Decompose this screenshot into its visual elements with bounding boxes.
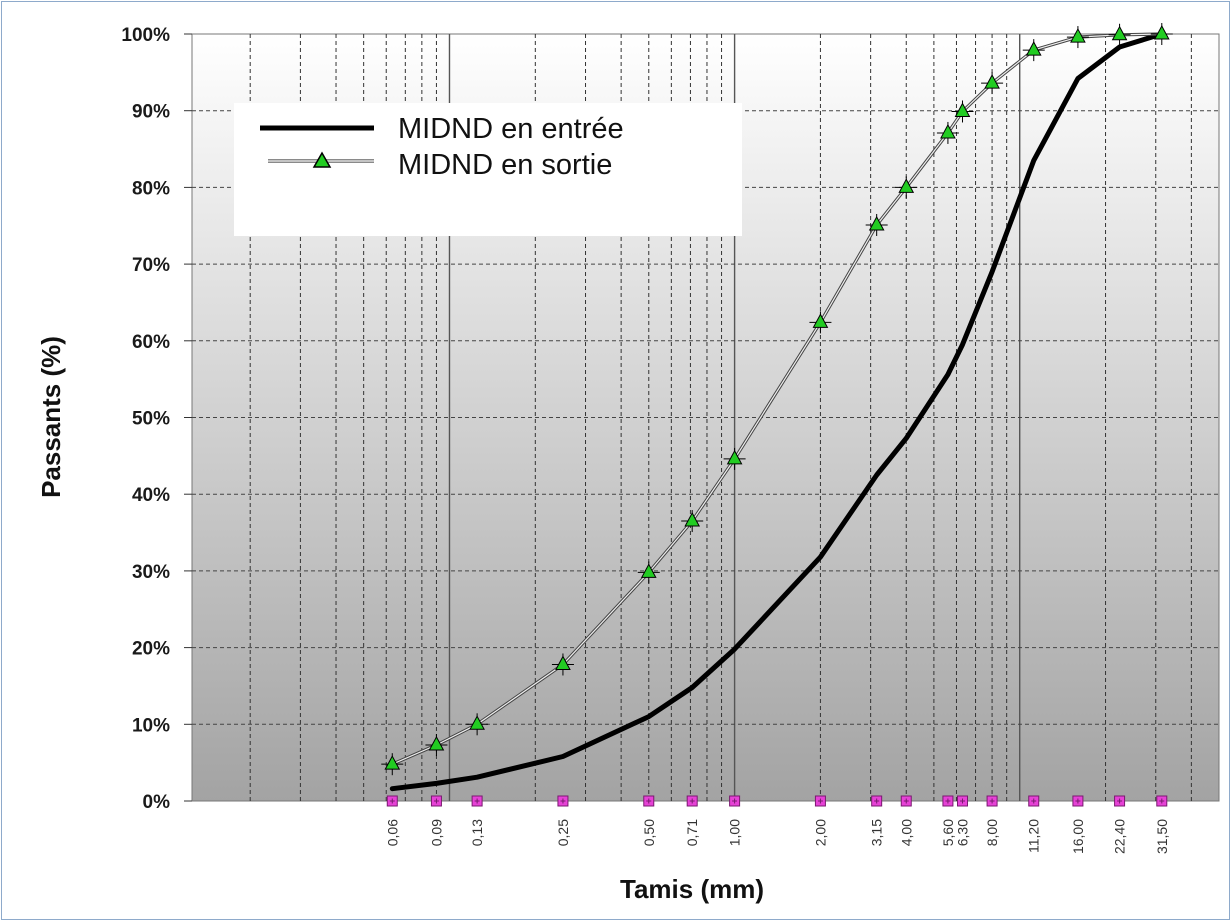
- y-tick-label: 100%: [121, 25, 170, 46]
- data-point-sortie: [1070, 28, 1086, 43]
- data-point-sortie: [868, 215, 885, 231]
- x-tick-labels: 0,06 0,09 0,13 0,25 0,50 0,71 1,00 2,00 3,15 4,00…: [384, 819, 1170, 854]
- y-tick-label: 40%: [132, 485, 170, 506]
- x-tick-label: 1,00: [727, 819, 743, 846]
- x-tick-label: 4,00: [898, 819, 914, 846]
- x-tick-label: 6,30: [955, 819, 971, 846]
- y-tick-labels: 0% 10% 20% 30% 40% 50% 60% 70% 80% 90% 100%: [121, 25, 170, 813]
- legend-triangle-marker: [312, 151, 332, 168]
- x-tick-label: 0,09: [428, 819, 444, 846]
- legend-label-sortie: MIDND en sortie: [398, 149, 612, 181]
- legend: MIDND en entrée MIDND en sortie: [234, 103, 742, 236]
- y-tick-label: 90%: [132, 102, 170, 123]
- data-point-sortie: [469, 715, 485, 730]
- data-point-sortie: [1153, 24, 1170, 40]
- x-tick-label: 31,50: [1154, 819, 1170, 854]
- data-point-sortie: [984, 74, 1000, 89]
- x-tick-label: 0,71: [684, 819, 700, 846]
- x-tick-label: 5,60: [940, 819, 956, 846]
- y-tick-label: 80%: [132, 178, 170, 199]
- y-tick-label: 30%: [132, 562, 170, 583]
- data-point-sortie: [726, 449, 743, 465]
- y-axis-title: Passants (%): [36, 336, 66, 498]
- data-point-sortie: [954, 102, 971, 117]
- x-tick-label: 3,15: [869, 819, 885, 846]
- data-point-sortie: [1025, 41, 1042, 56]
- data-point-sortie: [555, 655, 571, 670]
- y-tick-label: 20%: [132, 639, 170, 660]
- data-point-sortie: [640, 563, 657, 578]
- x-tick-label: 0,50: [641, 819, 657, 846]
- data-point-sortie: [940, 123, 956, 139]
- series-layer: [381, 23, 1173, 792]
- sieve-markers: [386, 795, 1168, 807]
- y-tick-label: 70%: [132, 255, 170, 276]
- x-tick-label: 11,20: [1026, 819, 1042, 853]
- x-tick-label: 0,25: [555, 819, 571, 846]
- x-tick-label: 22,40: [1112, 819, 1128, 854]
- legend-box: [234, 103, 742, 236]
- data-point-sortie: [684, 511, 701, 527]
- x-tick-label: 16,00: [1070, 819, 1086, 854]
- data-point-sortie: [812, 313, 829, 328]
- y-tick-label: 60%: [132, 332, 170, 353]
- x-tick-label: 2,00: [812, 819, 828, 846]
- legend-label-entree: MIDND en entrée: [398, 113, 624, 145]
- y-tick-label: 50%: [132, 409, 170, 430]
- data-point-sortie: [898, 178, 915, 193]
- y-tick-label: 10%: [132, 715, 170, 736]
- series-line-entree: [389, 31, 1165, 792]
- data-point-sortie: [384, 755, 401, 770]
- x-tick-label: 0,13: [469, 819, 485, 846]
- data-point-sortie: [428, 735, 445, 751]
- data-point-sortie: [1111, 25, 1128, 41]
- x-tick-label: 8,00: [984, 819, 1000, 846]
- x-tick-label: 0,06: [384, 819, 400, 846]
- x-axis-title: Tamis (mm): [620, 874, 764, 904]
- y-tick-label: 0%: [143, 792, 171, 813]
